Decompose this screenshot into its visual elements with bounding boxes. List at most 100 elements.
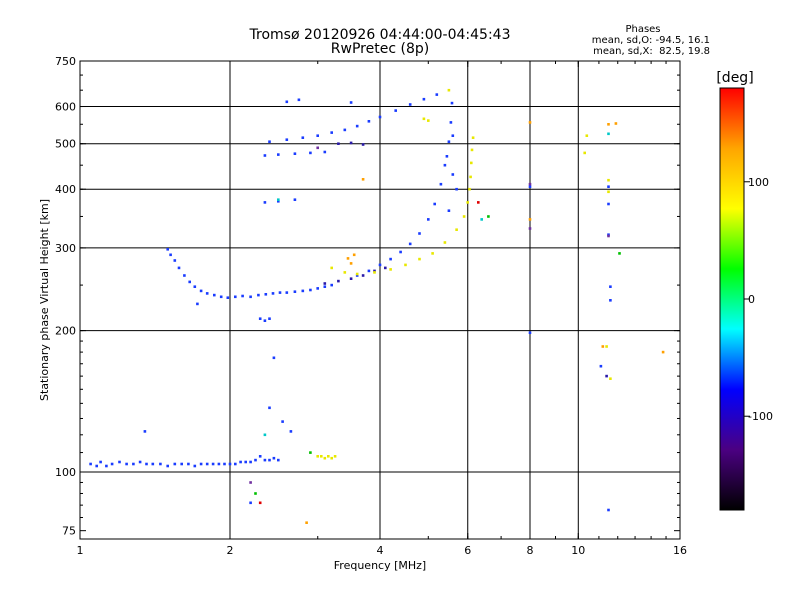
data-point [263, 433, 267, 437]
x-tick-label: 1 [77, 544, 84, 557]
y-tick-label: 100 [55, 466, 76, 479]
data-point [528, 182, 532, 186]
y-axis-label: Stationary phase Virtual Height [km] [38, 199, 51, 401]
data-point [223, 462, 226, 466]
data-point [277, 200, 280, 203]
data-point [169, 253, 172, 257]
data-point [384, 266, 387, 270]
data-point [471, 136, 475, 139]
data-point [337, 142, 340, 145]
data-point [427, 119, 430, 122]
data-point [173, 259, 177, 262]
data-point [435, 93, 439, 96]
data-point [422, 117, 426, 121]
data-point [219, 295, 223, 299]
data-point [285, 291, 289, 294]
x-axis-label: Frequency [MHz] [334, 559, 426, 572]
chart-subtitle: RwPretec (8p) [331, 41, 429, 57]
data-point [105, 464, 108, 468]
data-point [258, 455, 262, 458]
x-tick-label: 6 [464, 544, 471, 557]
phases-mean-x: mean, sd,X: 82.5, 19.8 [593, 46, 710, 57]
x-tick-label: 4 [377, 544, 384, 557]
data-point [327, 455, 330, 458]
data-point [443, 241, 447, 244]
data-point [293, 198, 297, 201]
data-point [583, 151, 586, 155]
data-point [205, 292, 209, 295]
data-point [427, 218, 430, 221]
data-point [217, 462, 221, 466]
data-point [188, 280, 191, 284]
data-point [601, 345, 605, 348]
data-point [199, 462, 203, 466]
data-point [254, 492, 257, 495]
data-point [309, 151, 312, 155]
data-point [408, 103, 412, 106]
data-point [99, 460, 102, 464]
data-point [297, 98, 301, 102]
data-point [228, 462, 232, 466]
data-point [254, 458, 257, 462]
data-point [330, 266, 333, 270]
data-point [346, 257, 350, 260]
data-point [378, 115, 382, 119]
data-point [263, 458, 267, 462]
data-point [361, 274, 365, 277]
data-point [159, 462, 162, 466]
x-tick-label: 2 [227, 544, 234, 557]
data-point [257, 293, 260, 297]
data-point [528, 331, 532, 334]
data-point [118, 460, 121, 464]
data-point [528, 227, 532, 230]
data-point [110, 462, 114, 466]
colorbar-tick-label: 100 [748, 176, 769, 189]
data-point [528, 185, 532, 188]
data-point [337, 279, 340, 283]
data-point [422, 97, 426, 101]
data-point [249, 460, 252, 464]
data-point [330, 131, 333, 134]
data-point [234, 462, 237, 466]
data-point [404, 263, 407, 267]
data-point [180, 462, 183, 466]
data-point [433, 202, 436, 206]
data-point [451, 173, 455, 176]
data-point [408, 242, 412, 246]
data-point [607, 132, 610, 136]
data-point [528, 218, 532, 221]
data-point [367, 269, 371, 273]
y-tick-label: 300 [55, 242, 76, 255]
data-point [263, 201, 267, 204]
data-point [447, 140, 451, 143]
data-point [183, 274, 186, 277]
phases-title: Phases [625, 24, 660, 35]
data-point [278, 291, 282, 294]
data-point [301, 136, 305, 139]
data-point [166, 464, 169, 468]
data-point [470, 161, 473, 165]
data-point [205, 462, 209, 466]
data-point [187, 462, 190, 466]
data-point [272, 356, 276, 360]
data-point [418, 232, 421, 235]
data-point [599, 364, 603, 368]
colorbar: [deg] 100 0 -100 [716, 70, 773, 511]
data-point [226, 296, 230, 299]
data-point [618, 252, 621, 255]
phases-mean-o: mean, sd,O: -94.5, 16.1 [592, 35, 710, 46]
data-point [138, 460, 142, 464]
y-tick-label: 750 [55, 55, 76, 68]
data-point [468, 187, 471, 191]
data-point [277, 458, 280, 462]
data-point [193, 464, 197, 468]
data-point [607, 202, 610, 206]
data-point [330, 456, 333, 460]
data-point [455, 228, 458, 231]
data-point [373, 269, 376, 273]
data-point [323, 150, 327, 154]
data-point [349, 141, 353, 145]
data-point [367, 120, 371, 123]
data-point [95, 464, 98, 468]
data-point [316, 146, 319, 150]
